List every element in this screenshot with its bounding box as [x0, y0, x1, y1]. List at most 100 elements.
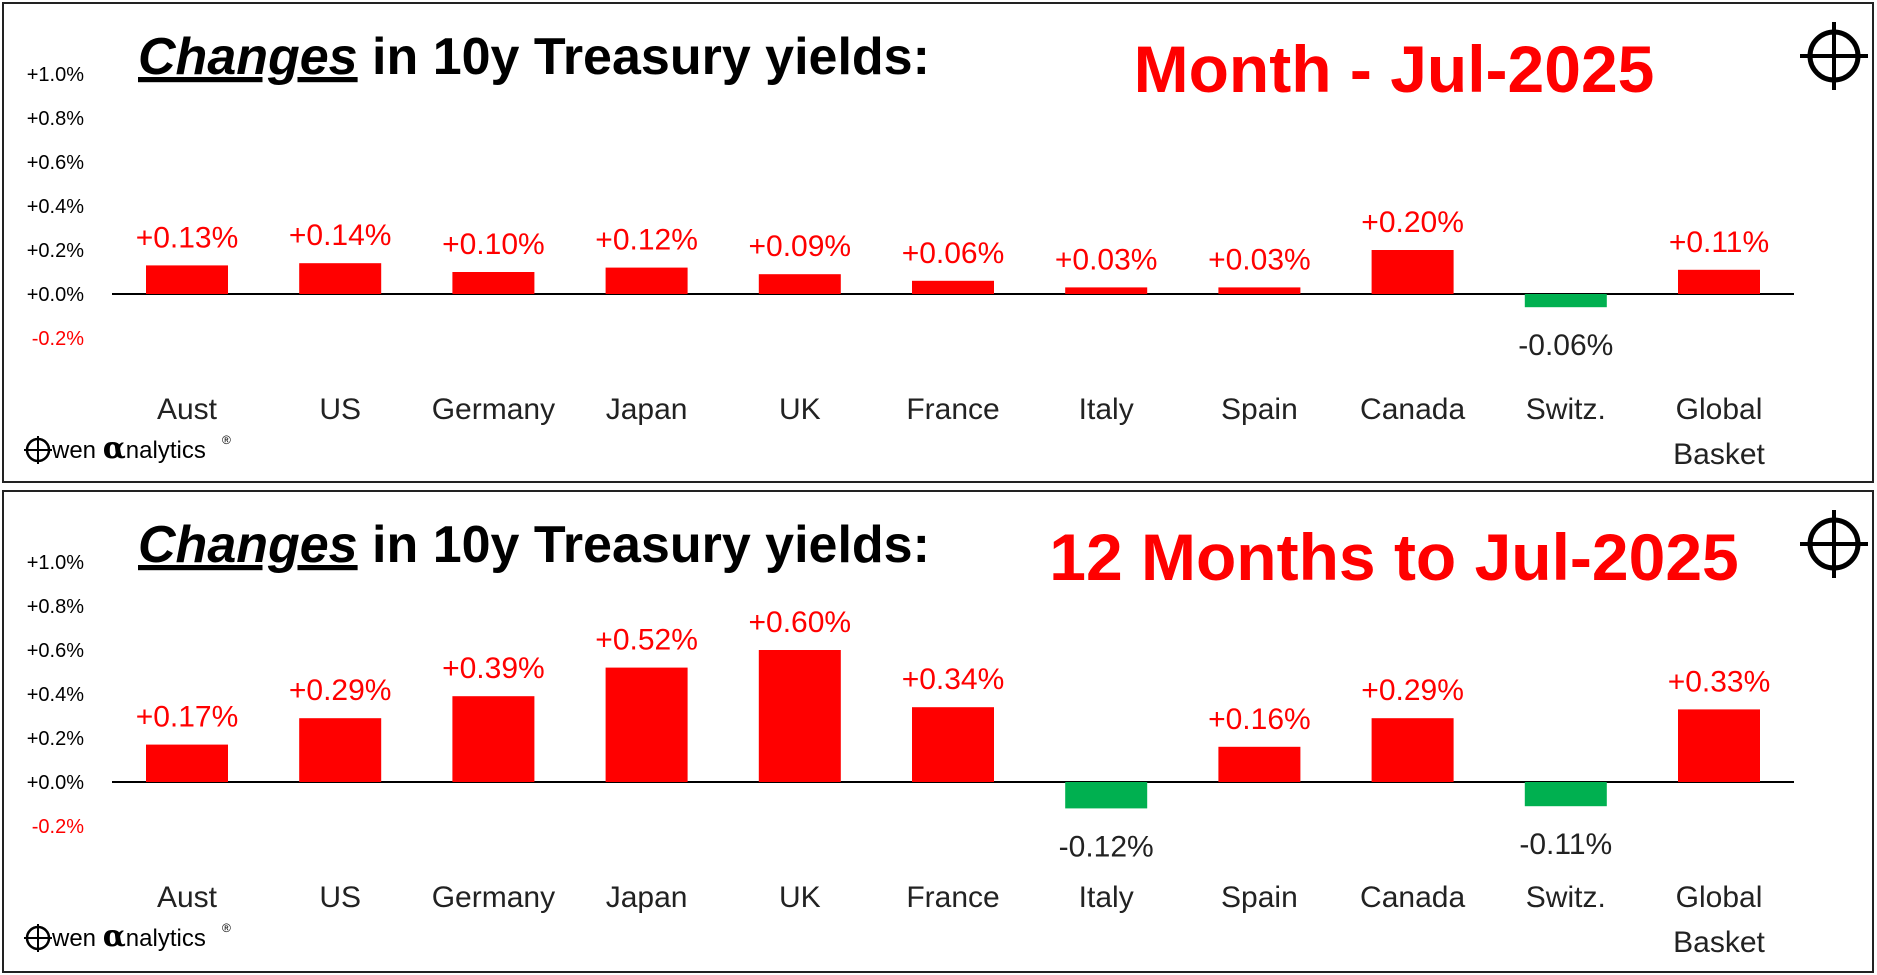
category-label: Canada — [1360, 881, 1465, 914]
y-tick-label: +0.4% — [27, 684, 84, 706]
bar-switz — [1524, 294, 1607, 308]
y-tick-label: +0.4% — [27, 196, 84, 218]
owen-analytics-logo: wen αnalytics ® — [24, 431, 231, 466]
data-label: +0.12% — [595, 224, 698, 257]
chart-panel-12-months: Changes in 10y Treasury yields: 12 Months… — [2, 490, 1874, 973]
data-label: +0.09% — [749, 230, 852, 263]
category-label: Switz. — [1526, 881, 1606, 914]
bar-spain — [1218, 287, 1301, 294]
y-tick-label: -0.2% — [32, 328, 84, 350]
owen-analytics-logo: wen αnalytics ® — [24, 919, 231, 954]
chart-title-rest: in 10y Treasury yields: — [358, 516, 930, 574]
bar-global-basket — [1678, 709, 1760, 782]
category-label: Italy — [1079, 881, 1134, 914]
bar-global-basket — [1678, 269, 1760, 294]
bar-canada — [1371, 718, 1454, 782]
category-label: Global Basket — [1673, 881, 1765, 959]
logo-crosshair-icon — [24, 924, 52, 952]
data-label: +0.11% — [1669, 226, 1769, 259]
category-label: US — [319, 393, 361, 426]
data-label: +0.10% — [442, 228, 545, 261]
chart-title-emphasis: Changes — [138, 516, 358, 574]
category-label: UK — [779, 881, 821, 914]
logo-alpha: α — [103, 919, 126, 954]
bar-aust — [146, 265, 228, 294]
chart-title: Changes in 10y Treasury yields: — [138, 28, 930, 86]
category-label: Switz. — [1526, 393, 1606, 426]
category-label: Aust — [157, 881, 218, 914]
y-tick-label: +0.2% — [27, 728, 84, 750]
crosshair-icon — [1800, 510, 1868, 578]
bar-spain — [1218, 746, 1301, 782]
bar-us — [299, 263, 382, 294]
logo-crosshair-icon — [24, 436, 52, 464]
bar-italy — [1065, 287, 1148, 294]
chart-title-rest: in 10y Treasury yields: — [358, 28, 930, 86]
data-label: +0.29% — [1361, 674, 1464, 707]
category-label: Japan — [606, 393, 688, 426]
crosshair-icon — [1800, 22, 1868, 90]
data-label: +0.34% — [902, 663, 1005, 696]
category-label: US — [319, 881, 361, 914]
data-label: -0.06% — [1518, 329, 1613, 362]
y-tick-label: +1.0% — [27, 552, 84, 574]
data-label: +0.13% — [136, 221, 239, 254]
chart-month-svg: Changes in 10y Treasury yields: Month - J… — [24, 22, 1868, 471]
y-tick-label: +1.0% — [27, 64, 84, 86]
chart-period: 12 Months to Jul-2025 — [1049, 520, 1739, 594]
bar-japan — [605, 267, 688, 294]
logo-text: wen αnalytics — [51, 919, 206, 954]
category-label: Global Basket — [1673, 393, 1765, 471]
category-label: Germany — [432, 881, 555, 914]
category-label: Canada — [1360, 393, 1465, 426]
bar-uk — [758, 274, 841, 294]
data-label: +0.16% — [1208, 703, 1311, 736]
data-label: +0.03% — [1208, 243, 1311, 276]
data-label: +0.03% — [1055, 243, 1158, 276]
category-label: Spain — [1221, 393, 1298, 426]
y-tick-label: -0.2% — [32, 816, 84, 838]
y-tick-label: +0.0% — [27, 284, 84, 306]
y-tick-label: +0.6% — [27, 152, 84, 174]
category-label: France — [906, 393, 999, 426]
data-label: +0.60% — [749, 606, 852, 639]
chart-title: Changes in 10y Treasury yields: — [138, 516, 930, 574]
data-label: +0.06% — [902, 237, 1005, 270]
bar-italy — [1065, 782, 1148, 809]
registered-mark: ® — [222, 433, 231, 447]
chart-panel-month: Changes in 10y Treasury yields: Month - J… — [2, 2, 1874, 483]
category-label: Spain — [1221, 881, 1298, 914]
bar-us — [299, 718, 382, 782]
category-label: Italy — [1079, 393, 1134, 426]
bar-aust — [146, 744, 228, 782]
registered-mark: ® — [222, 921, 231, 935]
category-label: UK — [779, 393, 821, 426]
data-label: +0.14% — [289, 219, 392, 252]
chart-period: Month - Jul-2025 — [1134, 32, 1655, 106]
bar-france — [912, 280, 994, 294]
category-label: Japan — [606, 881, 688, 914]
y-tick-label: +0.0% — [27, 772, 84, 794]
bar-uk — [758, 650, 841, 782]
bar-canada — [1371, 250, 1454, 294]
y-tick-label: +0.8% — [27, 596, 84, 618]
logo-alpha: α — [103, 431, 126, 466]
data-label: +0.20% — [1361, 206, 1464, 239]
y-tick-label: +0.8% — [27, 108, 84, 130]
data-label: +0.33% — [1668, 665, 1771, 698]
chart-title-emphasis: Changes — [138, 28, 358, 86]
bar-japan — [605, 667, 688, 782]
data-label: +0.52% — [595, 624, 698, 657]
bar-france — [912, 707, 994, 782]
data-label: +0.39% — [442, 652, 545, 685]
bar-germany — [452, 696, 535, 782]
data-label: +0.17% — [136, 701, 239, 734]
data-label: -0.11% — [1519, 828, 1612, 861]
category-label: Germany — [432, 393, 555, 426]
bar-switz — [1524, 782, 1607, 807]
data-label: +0.29% — [289, 674, 392, 707]
category-label: Aust — [157, 393, 218, 426]
data-label: -0.12% — [1059, 830, 1154, 863]
category-label: France — [906, 881, 999, 914]
y-tick-label: +0.2% — [27, 240, 84, 262]
